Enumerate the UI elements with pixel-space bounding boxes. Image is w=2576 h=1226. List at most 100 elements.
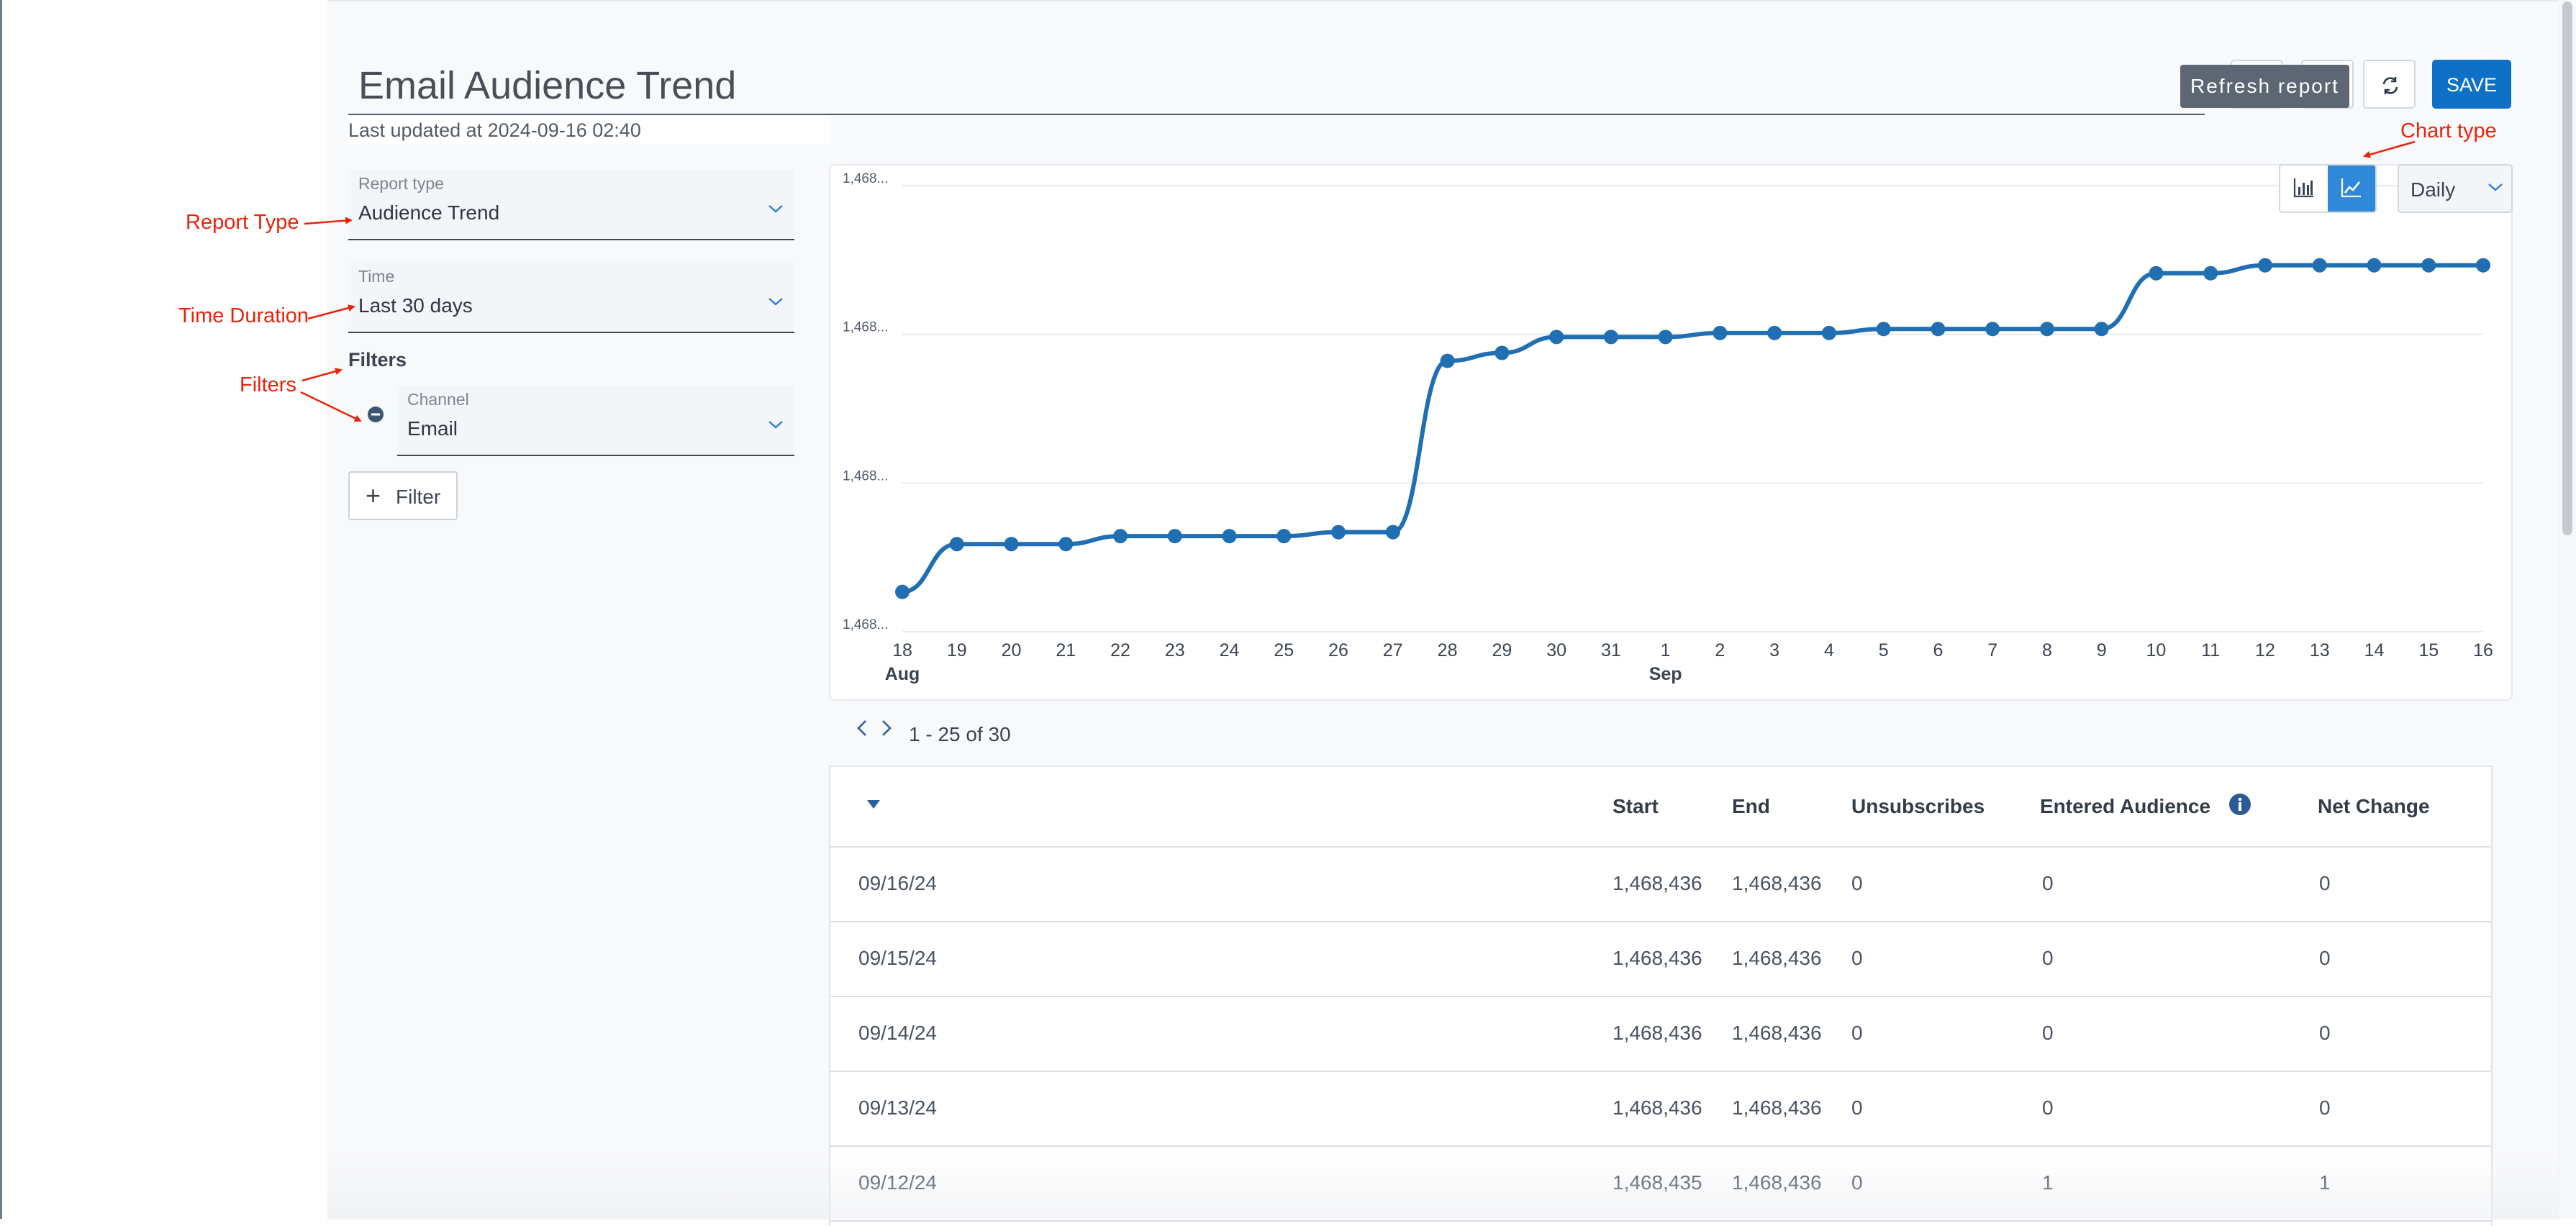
x-tick-label: 1 <box>1661 640 1671 660</box>
background-window-strip <box>0 0 327 1219</box>
x-tick-label: 24 <box>1220 640 1240 660</box>
add-filter-label: Filter <box>396 486 441 508</box>
chevron-right-icon[interactable] <box>879 717 894 739</box>
report-type-value: Audience Trend <box>358 201 500 224</box>
entered-audience-cell: 1 <box>2042 1171 2054 1194</box>
x-month-label: Aug <box>885 664 920 684</box>
x-tick-label: 31 <box>1601 640 1621 660</box>
start-cell: 1,468,436 <box>1613 872 1702 894</box>
x-tick-label: 12 <box>2255 640 2275 660</box>
sort-desc-icon[interactable] <box>866 799 881 810</box>
net-change-cell: 0 <box>2319 947 2331 969</box>
x-tick-label: 14 <box>2364 640 2385 660</box>
series-line <box>902 263 2483 594</box>
net-change-cell: 0 <box>2319 1096 2331 1119</box>
plus-icon: + <box>366 481 381 510</box>
entered-audience-cell: 0 <box>2042 947 2054 969</box>
data-point <box>1603 330 1618 345</box>
filters-heading: Filters <box>348 349 407 371</box>
info-icon[interactable] <box>2228 792 2252 817</box>
chart-type-toggle[interactable] <box>2279 164 2377 213</box>
data-point <box>1658 330 1673 345</box>
x-tick-label: 30 <box>1546 640 1566 660</box>
x-tick-label: 26 <box>1328 640 1348 660</box>
unsubscribes-cell: 0 <box>1851 1096 1863 1119</box>
start-cell: 1,468,436 <box>1613 1096 1702 1119</box>
data-point <box>2094 322 2109 337</box>
y-tick-label: 1,468... <box>843 617 888 632</box>
time-select[interactable]: Time Last 30 days <box>348 263 794 333</box>
x-tick-label: 3 <box>1769 640 1779 660</box>
chevron-left-icon[interactable] <box>855 717 869 739</box>
data-point <box>1113 529 1128 544</box>
x-tick-label: 25 <box>1274 640 1294 660</box>
save-button[interactable]: SAVE <box>2432 60 2511 109</box>
column-header-unsubscribes[interactable]: Unsubscribes <box>1851 795 1985 817</box>
column-header-start[interactable]: Start <box>1613 795 1659 817</box>
refresh-tooltip: Refresh report <box>2180 65 2349 108</box>
column-header-entered-audience[interactable]: Entered Audience <box>2040 795 2211 817</box>
add-filter-button[interactable]: + Filter <box>348 471 458 520</box>
bar-chart-button[interactable] <box>2280 165 2328 212</box>
unsubscribes-cell: 0 <box>1851 947 1863 969</box>
x-tick-label: 21 <box>1056 640 1076 660</box>
data-point <box>1931 322 1946 337</box>
data-point <box>1440 353 1455 368</box>
title-field[interactable]: Email Audience Trend <box>348 59 2205 115</box>
date-cell: 09/14/24 <box>858 1022 937 1044</box>
data-point <box>895 584 910 599</box>
period-select[interactable]: Daily <box>2398 164 2513 213</box>
chevron-down-icon <box>768 298 783 306</box>
scrollbar-thumb[interactable] <box>2562 1 2572 535</box>
date-cell: 09/16/24 <box>858 872 937 894</box>
report-type-select[interactable]: Report type Audience Trend <box>348 170 794 240</box>
remove-filter-icon[interactable] <box>366 405 385 424</box>
x-tick-label: 28 <box>1438 640 1458 660</box>
x-tick-label: 20 <box>1002 640 1022 660</box>
date-cell: 09/13/24 <box>858 1096 937 1119</box>
chart-panel <box>829 164 2513 701</box>
data-point <box>1222 529 1237 544</box>
end-cell: 1,468,436 <box>1732 1022 1822 1044</box>
data-point <box>1331 525 1346 540</box>
x-tick-label: 6 <box>1933 640 1943 660</box>
x-tick-label: 7 <box>1987 640 1997 660</box>
x-tick-label: 23 <box>1165 640 1185 660</box>
data-point <box>2039 322 2054 337</box>
x-tick-label: 9 <box>2097 640 2107 660</box>
last-updated-text: Last updated at 2024-09-16 02:40 <box>348 117 830 144</box>
data-point <box>2203 265 2218 281</box>
data-point <box>1821 325 1836 340</box>
column-header-end[interactable]: End <box>1732 795 1770 817</box>
x-tick-label: 4 <box>1824 640 1834 660</box>
net-change-cell: 1 <box>2319 1171 2331 1194</box>
page-scrollbar[interactable] <box>2558 0 2576 1219</box>
data-point <box>1276 529 1292 544</box>
x-tick-label: 22 <box>1110 640 1130 660</box>
data-point <box>949 537 964 552</box>
x-tick-label: 8 <box>2042 640 2052 660</box>
table-row-divider <box>830 1071 2491 1072</box>
data-point <box>2367 258 2382 273</box>
data-point <box>1004 537 1019 552</box>
bar-chart-icon <box>2293 178 2313 198</box>
start-cell: 1,468,435 <box>1613 1171 1702 1194</box>
start-cell: 1,468,436 <box>1613 947 1702 969</box>
annotation-report-type: Report Type <box>186 211 299 234</box>
date-cell: 09/12/24 <box>858 1171 937 1194</box>
page-title[interactable]: Email Audience Trend <box>358 64 737 107</box>
header-divider <box>830 846 2491 848</box>
x-tick-label: 29 <box>1492 640 1512 660</box>
column-header-net-change[interactable]: Net Change <box>2318 795 2430 817</box>
start-cell: 1,468,436 <box>1613 1022 1702 1044</box>
end-cell: 1,468,436 <box>1732 947 1822 969</box>
annotation-filters: Filters <box>240 373 296 396</box>
line-chart-button[interactable] <box>2328 165 2375 212</box>
data-point <box>2312 258 2327 273</box>
date-cell: 09/15/24 <box>858 947 937 969</box>
annotation-time-duration: Time Duration <box>178 304 309 327</box>
channel-filter-select[interactable]: Channel Email <box>397 386 794 456</box>
data-point <box>2257 258 2272 273</box>
x-tick-label: 16 <box>2473 640 2493 660</box>
refresh-button[interactable] <box>2363 60 2416 109</box>
